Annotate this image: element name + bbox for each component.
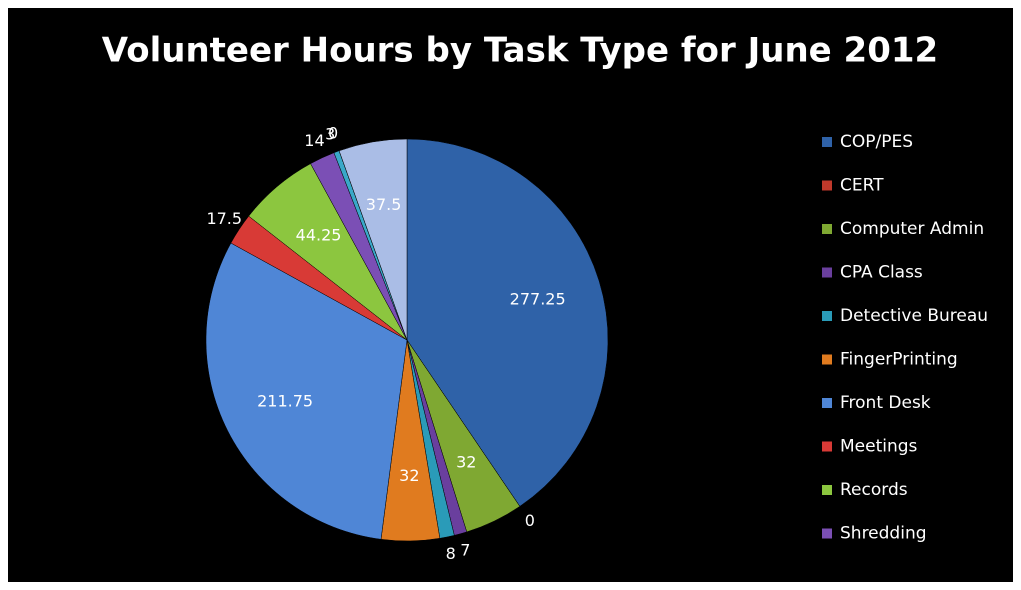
legend-label: Detective Bureau xyxy=(840,306,988,326)
pie-slice xyxy=(338,138,408,341)
legend-marker xyxy=(822,441,832,452)
legend-label: FingerPrinting xyxy=(840,350,958,370)
data-label: 0 xyxy=(525,511,535,530)
legend-label: Front Desk xyxy=(840,393,931,413)
chart-title: Volunteer Hours by Task Type for June 20… xyxy=(102,31,938,71)
legend-label: CERT xyxy=(840,176,884,196)
data-label: 0 xyxy=(328,123,338,142)
data-label: 32 xyxy=(456,453,476,472)
pie-slice xyxy=(406,138,609,507)
legend-marker xyxy=(822,180,832,191)
legend-label: COP/PES xyxy=(840,132,913,152)
legend-marker xyxy=(822,137,832,147)
legend-label: Meetings xyxy=(840,437,918,457)
data-label: 32 xyxy=(399,466,419,485)
legend-label: Records xyxy=(840,480,908,500)
pie-slice xyxy=(205,242,408,540)
legend-marker xyxy=(822,267,832,278)
legend-label: CPA Class xyxy=(840,263,923,283)
legend-marker xyxy=(822,398,832,408)
legend-marker xyxy=(822,528,832,539)
legend-marker xyxy=(822,485,832,495)
legend-marker xyxy=(822,311,832,321)
legend-marker xyxy=(822,224,832,234)
data-label: 44.25 xyxy=(296,225,342,244)
data-label: 211.75 xyxy=(257,391,313,410)
legend-label: Computer Admin xyxy=(840,219,984,239)
data-label: 17.5 xyxy=(206,209,242,228)
data-label: 277.25 xyxy=(510,289,566,308)
data-label: 3 xyxy=(325,124,335,143)
legend-marker xyxy=(822,354,832,365)
data-label: 8 xyxy=(446,544,456,563)
data-label: 14 xyxy=(304,131,324,150)
data-label: 7 xyxy=(460,541,470,560)
legend-label: Shredding xyxy=(840,524,927,544)
data-label: 37.5 xyxy=(366,195,402,214)
